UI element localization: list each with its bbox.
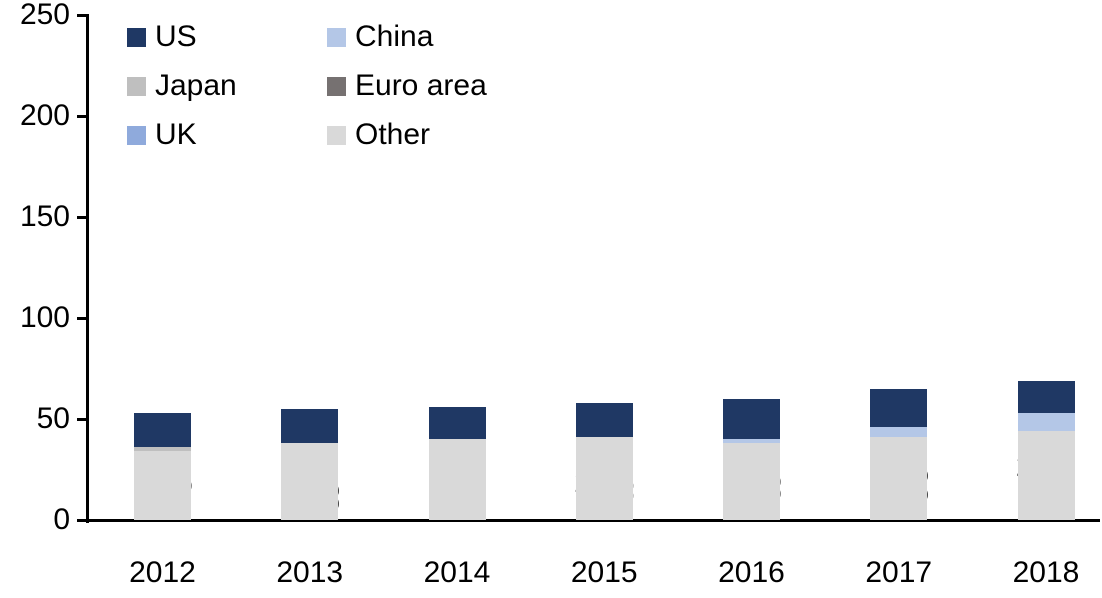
legend-item-uk: UK xyxy=(127,120,327,150)
x-tick-label-2013: 2013 xyxy=(276,556,344,589)
x-tick-label-2015: 2015 xyxy=(570,556,638,589)
y-tick-label-150: 150 xyxy=(19,200,70,233)
x-tick-label-2018: 2018 xyxy=(1012,556,1080,589)
legend-swatch-euro-area xyxy=(327,76,346,96)
legend-item-japan: Japan xyxy=(127,71,327,101)
legend-label-uk: UK xyxy=(155,118,197,151)
y-axis-line xyxy=(86,13,89,523)
legend-swatch-other xyxy=(327,125,346,145)
bar-segment-other-2017 xyxy=(870,437,928,520)
bar-segment-other-2015 xyxy=(575,437,633,520)
y-tick-label-0: 0 xyxy=(53,503,70,536)
y-tick-mark-200 xyxy=(77,114,88,118)
legend-label-japan: Japan xyxy=(155,69,237,102)
legend-swatch-china xyxy=(327,27,346,47)
legend-item-us: US xyxy=(127,22,327,52)
legend-swatch-japan xyxy=(127,76,146,96)
y-tick-mark-150 xyxy=(77,215,88,219)
legend-label-us: US xyxy=(155,20,197,53)
y-tick-label-50: 50 xyxy=(36,402,70,435)
y-tick-label-250: 250 xyxy=(19,0,70,31)
legend-item-euro-area: Euro area xyxy=(327,71,487,101)
y-tick-label-100: 100 xyxy=(19,301,70,334)
legend-swatch-us xyxy=(127,27,146,47)
bar-segment-other-2014 xyxy=(428,439,486,520)
x-tick-label-2014: 2014 xyxy=(423,556,491,589)
x-tick-label-2017: 2017 xyxy=(865,556,933,589)
bar-segment-other-2016 xyxy=(723,443,780,520)
legend: US China Japan Euro area UK Other xyxy=(127,22,487,150)
y-tick-label-200: 200 xyxy=(19,99,70,132)
x-axis-line xyxy=(77,518,1100,522)
legend-label-china: China xyxy=(355,20,434,53)
y-tick-mark-50 xyxy=(77,417,88,421)
y-tick-mark-250 xyxy=(77,13,88,17)
legend-item-china: China xyxy=(327,22,487,52)
bar-segment-other-2018 xyxy=(1017,431,1075,520)
legend-swatch-uk xyxy=(127,125,146,145)
legend-item-other: Other xyxy=(327,120,487,150)
legend-label-euro-area: Euro area xyxy=(355,69,487,102)
bar-segment-other-2012 xyxy=(134,451,191,520)
legend-label-other: Other xyxy=(355,118,431,151)
x-tick-label-2016: 2016 xyxy=(718,556,785,589)
bar-segment-other-2013 xyxy=(281,443,339,520)
y-tick-mark-100 xyxy=(77,316,88,320)
x-tick-label-2012: 2012 xyxy=(129,556,196,589)
